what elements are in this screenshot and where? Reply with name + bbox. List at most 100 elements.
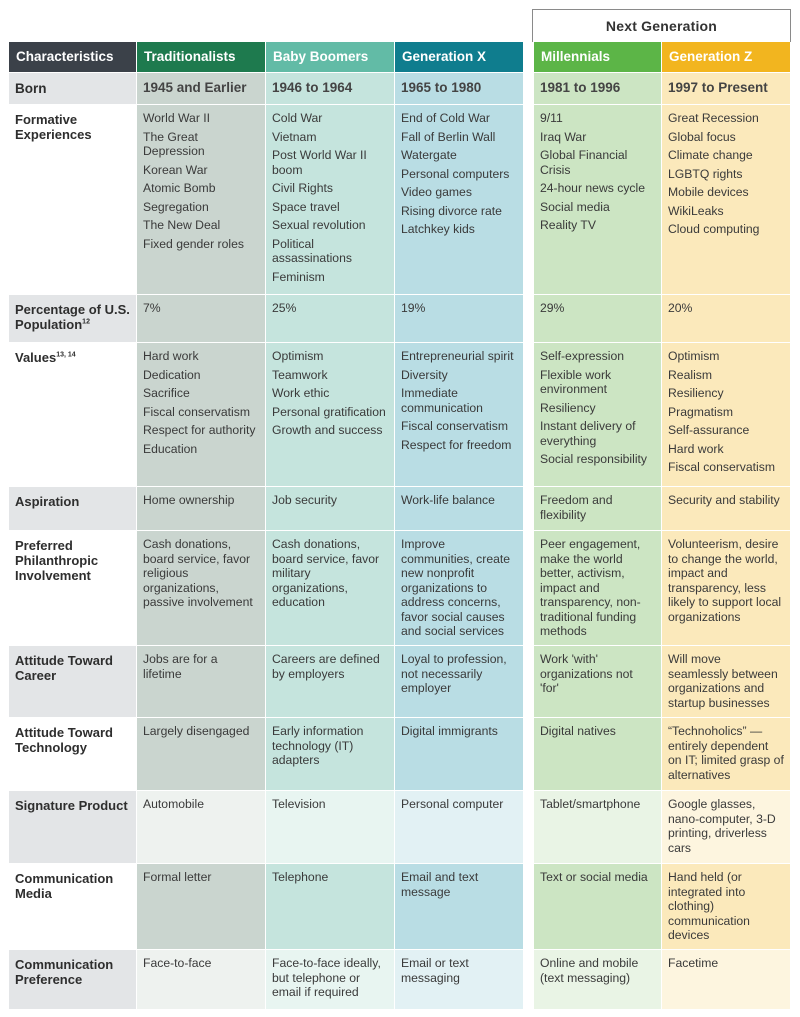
list-item: Korean War [143,162,208,177]
preference-generation-z: Facetime [662,950,791,1010]
percentage-millennials: 29% [534,295,662,343]
row-label-born: Born [9,73,137,105]
formative-millennials: 9/11 Iraq War Global Financial Crisis 24… [534,105,662,295]
preference-traditionalists: Face-to-face [137,950,266,1010]
media-millennials: Text or social media [534,864,662,950]
percentage-baby-boomers: 25% [266,295,395,343]
formative-baby-boomers: Cold War Vietnam Post World War II boom … [266,105,395,295]
list-item: Sacrifice [143,386,190,400]
philanthropy-millennials: Peer engagement, make the world better, … [534,531,662,646]
values-baby-boomers: Optimism Teamwork Work ethic Personal gr… [266,343,395,487]
footnote-ref: 12 [82,318,90,326]
column-gap [524,718,536,791]
career-baby-boomers: Careers are defined by employers [266,646,395,718]
product-generation-z: Google glasses, nano-computer, 3-D print… [662,791,791,864]
values-millennials: Self-expression Flexible work environmen… [534,343,662,487]
list-item: Realism [668,367,713,382]
row-label-percentage: Percentage of U.S. Population12 [9,295,137,343]
list-item: Respect for freedom [401,437,512,452]
row-label-aspiration: Aspiration [9,487,137,531]
list-item: Segregation [143,199,209,214]
list-item: The New Deal [143,218,221,232]
list-item: WikiLeaks [668,203,724,218]
list-item: Self-expression [540,349,624,363]
row-label-philanthropy: Preferred Philanthropic Involvement [9,531,137,646]
header-generation-z: Generation Z [662,42,791,73]
preference-baby-boomers: Face-to-face ideally, but telephone or e… [266,950,395,1010]
philanthropy-baby-boomers: Cash donations, board service, favor mil… [266,531,395,646]
row-label-values: Values13, 14 [9,343,137,487]
list-item: Fixed gender roles [143,236,244,251]
column-gap [524,950,536,1010]
born-traditionalists: 1945 and Earlier [137,73,266,105]
list-item: Entrepreneurial spirit [401,349,514,363]
list-item: Post World War II boom [272,148,367,177]
media-generation-x: Email and text message [395,864,524,950]
career-traditionalists: Jobs are for a lifetime [137,646,266,718]
aspiration-baby-boomers: Job security [266,487,395,531]
media-traditionalists: Formal letter [137,864,266,950]
column-gap [524,295,536,343]
list-item: Civil Rights [272,181,333,195]
list-item: Personal gratification [272,404,386,419]
row-label-career: Attitude Toward Career [9,646,137,718]
header-generation-x: Generation X [395,42,524,73]
list-item: Fiscal conservatism [401,419,509,433]
list-item: Latchkey kids [401,222,475,236]
list-item: Teamwork [272,367,328,382]
column-gap [524,531,536,646]
values-label-text: Values [15,350,57,365]
preference-generation-x: Email or text messaging [395,950,524,1010]
philanthropy-generation-x: Improve communities, create new nonprofi… [395,531,524,646]
footnote-ref: 13, 14 [56,351,76,359]
header-millennials: Millennials [534,42,662,73]
row-label-technology: Attitude Toward Technology [9,718,137,791]
header-baby-boomers: Baby Boomers [266,42,395,73]
list-item: Pragmatism [668,404,734,419]
product-traditionalists: Automobile [137,791,266,864]
values-generation-x: Entrepreneurial spirit Diversity Immedia… [395,343,524,487]
list-item: Reality TV [540,218,596,232]
list-item: Self-assurance [668,423,750,437]
born-millennials: 1981 to 1996 [534,73,662,105]
column-gap [524,42,536,73]
list-item: Political assassinations [272,236,352,266]
list-item: Education [143,441,198,456]
preference-millennials: Online and mobile (text messaging) [534,950,662,1010]
product-generation-x: Personal computer [395,791,524,864]
list-item: LGBTQ rights [668,166,743,181]
product-baby-boomers: Television [266,791,395,864]
list-item: Social responsibility [540,452,648,466]
list-item: Rising divorce rate [401,203,502,218]
list-item: Video games [401,185,472,199]
list-item: 24-hour news cycle [540,181,645,195]
list-item: Resiliency [668,386,724,400]
list-item: Dedication [143,367,201,382]
technology-traditionalists: Largely disengaged [137,718,266,791]
column-gap [524,487,536,531]
list-item: World War II [143,111,211,125]
values-generation-z: Optimism Realism Resiliency Pragmatism S… [662,343,791,487]
values-traditionalists: Hard work Dedication Sacrifice Fiscal co… [137,343,266,487]
list-item: Optimism [272,349,324,363]
list-item: Climate change [668,148,753,162]
list-item: Hard work [143,349,199,363]
list-item: Iraq War [540,129,587,144]
philanthropy-generation-z: Volunteerism, desire to change the world… [662,531,791,646]
row-label-preference: Communication Preference [9,950,137,1010]
generations-table: Characteristics Traditionalists Baby Boo… [9,42,791,1010]
career-generation-x: Loyal to profession, not necessarily emp… [395,646,524,718]
column-gap [524,864,536,950]
aspiration-traditionalists: Home ownership [137,487,266,531]
list-item: Work ethic [272,386,330,400]
career-generation-z: Will move seamlessly between organizatio… [662,646,791,718]
list-item: Vietnam [272,129,317,144]
career-millennials: Work 'with' organizations not 'for' [534,646,662,718]
list-item: Sexual revolution [272,218,366,232]
next-generation-label: Next Generation [532,9,791,42]
percentage-label-text: Percentage of U.S. Population [15,302,130,332]
list-item: Flexible work environment [540,367,612,397]
born-generation-x: 1965 to 1980 [395,73,524,105]
aspiration-millennials: Freedom and flexibility [534,487,662,531]
row-label-product: Signature Product [9,791,137,864]
